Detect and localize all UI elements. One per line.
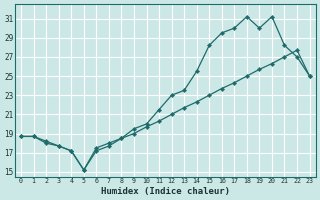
- X-axis label: Humidex (Indice chaleur): Humidex (Indice chaleur): [101, 187, 230, 196]
